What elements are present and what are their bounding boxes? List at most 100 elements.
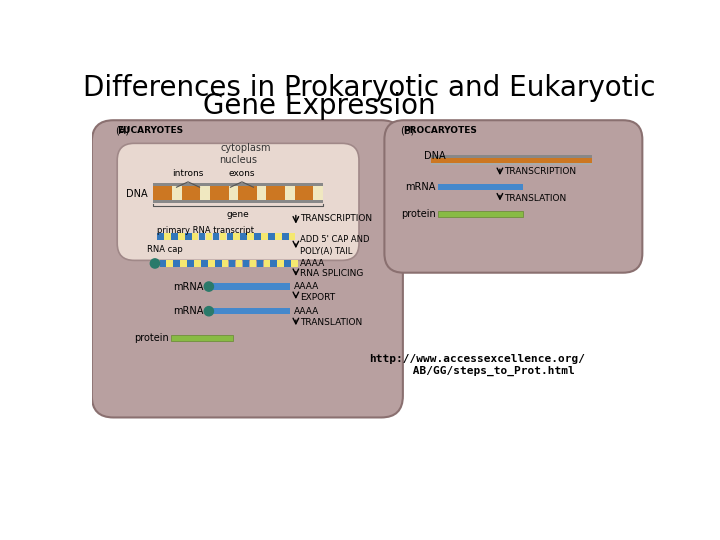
Bar xyxy=(243,260,249,267)
Bar xyxy=(285,186,294,200)
Bar xyxy=(220,233,226,240)
Circle shape xyxy=(204,307,213,316)
Bar xyxy=(192,233,199,240)
Bar xyxy=(199,233,205,240)
Bar xyxy=(285,186,294,200)
Bar xyxy=(229,186,238,200)
Bar xyxy=(257,186,266,200)
Bar xyxy=(212,233,219,240)
Bar xyxy=(271,260,277,267)
Bar xyxy=(227,233,233,240)
Bar xyxy=(213,284,290,289)
Text: gene: gene xyxy=(227,210,249,219)
Bar xyxy=(277,260,284,267)
Text: TRANSLATION: TRANSLATION xyxy=(504,193,566,202)
Text: RNA SPLICING: RNA SPLICING xyxy=(300,269,363,278)
Bar xyxy=(164,233,171,240)
Bar xyxy=(213,308,290,314)
Text: DNA: DNA xyxy=(125,189,148,199)
Circle shape xyxy=(150,259,160,268)
FancyBboxPatch shape xyxy=(124,125,177,136)
Bar xyxy=(264,260,270,267)
Bar xyxy=(206,233,212,240)
Bar xyxy=(248,233,254,240)
Bar xyxy=(438,211,523,217)
Bar xyxy=(157,233,163,240)
FancyBboxPatch shape xyxy=(409,125,471,136)
Bar xyxy=(208,260,215,267)
Text: introns: introns xyxy=(172,169,204,178)
Text: EXPORT: EXPORT xyxy=(300,293,335,302)
Bar xyxy=(266,186,276,200)
Bar xyxy=(201,260,207,267)
Bar xyxy=(180,260,187,267)
Bar xyxy=(261,233,268,240)
Bar xyxy=(174,260,180,267)
Bar xyxy=(254,233,261,240)
Text: RNA cap: RNA cap xyxy=(147,245,183,254)
Text: AAAA: AAAA xyxy=(294,282,319,291)
Bar xyxy=(431,158,593,163)
Bar xyxy=(235,260,243,267)
Bar xyxy=(172,186,181,200)
Bar xyxy=(171,233,178,240)
Bar xyxy=(153,186,163,200)
Bar xyxy=(160,260,166,267)
Bar xyxy=(222,260,228,267)
Bar xyxy=(200,186,210,200)
Text: AAAA: AAAA xyxy=(300,259,325,268)
FancyBboxPatch shape xyxy=(384,120,642,273)
Bar xyxy=(163,186,172,200)
Bar xyxy=(291,260,298,267)
Bar xyxy=(304,186,313,200)
Text: Gene Expression: Gene Expression xyxy=(202,92,436,120)
Text: TRANSLATION: TRANSLATION xyxy=(300,318,362,327)
Bar xyxy=(284,260,291,267)
Text: AAAA: AAAA xyxy=(294,307,319,316)
Bar xyxy=(240,233,247,240)
Bar xyxy=(431,155,593,159)
Bar xyxy=(178,233,184,240)
Text: TRANSCRIPTION: TRANSCRIPTION xyxy=(504,167,576,177)
Text: http://www.accessexcellence.org/: http://www.accessexcellence.org/ xyxy=(369,354,585,364)
Bar xyxy=(256,260,263,267)
Text: TRANSCRIPTION: TRANSCRIPTION xyxy=(300,214,372,224)
Bar xyxy=(313,186,323,200)
Bar xyxy=(153,183,323,186)
Bar xyxy=(153,200,323,204)
Text: EUCARYOTES: EUCARYOTES xyxy=(117,126,184,135)
Bar xyxy=(248,186,257,200)
Bar xyxy=(181,186,191,200)
Bar xyxy=(282,233,289,240)
Bar xyxy=(215,260,222,267)
Bar xyxy=(275,233,282,240)
Bar xyxy=(257,186,266,200)
Bar xyxy=(220,186,229,200)
Circle shape xyxy=(204,282,213,291)
Bar xyxy=(250,260,256,267)
FancyBboxPatch shape xyxy=(117,143,359,260)
Bar xyxy=(313,186,323,200)
Bar xyxy=(185,233,192,240)
Bar xyxy=(431,161,593,165)
Bar xyxy=(187,260,194,267)
Text: PROCARYOTES: PROCARYOTES xyxy=(403,126,477,135)
Bar xyxy=(438,184,523,190)
Text: cytoplasm: cytoplasm xyxy=(220,143,271,153)
Text: AB/GG/steps_to_Prot.html: AB/GG/steps_to_Prot.html xyxy=(379,366,575,376)
Bar xyxy=(200,186,210,200)
Text: (B): (B) xyxy=(400,125,414,135)
Text: DNA: DNA xyxy=(425,151,446,161)
Text: mRNA: mRNA xyxy=(173,306,204,316)
Text: Differences in Prokaryotic and Eukaryotic: Differences in Prokaryotic and Eukaryoti… xyxy=(83,74,655,102)
Bar xyxy=(210,186,220,200)
Bar xyxy=(238,186,248,200)
Text: mRNA: mRNA xyxy=(405,182,436,192)
Bar xyxy=(229,186,238,200)
Bar xyxy=(166,260,173,267)
Bar xyxy=(289,233,295,240)
Bar xyxy=(229,260,235,267)
Text: (A): (A) xyxy=(115,125,129,135)
Bar xyxy=(268,233,274,240)
Text: primary RNA transcript: primary RNA transcript xyxy=(157,226,254,235)
